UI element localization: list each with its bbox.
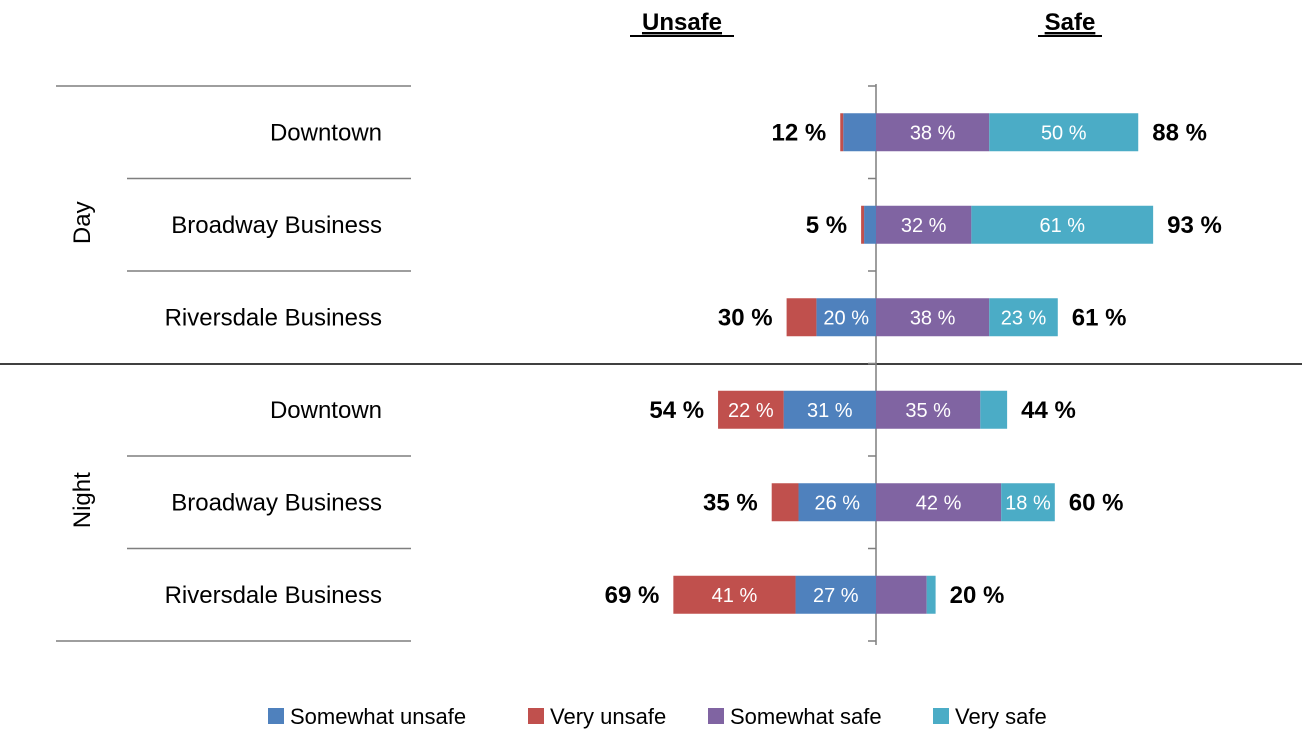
legend-item: Somewhat safe: [708, 704, 882, 729]
bar-row: Broadway Business 32 % 61 % 5 % 93 %: [171, 205, 1222, 244]
segment-label: 41 %: [712, 585, 758, 607]
legend: Somewhat unsafe Very unsafe Somewhat safe V…: [268, 704, 1047, 729]
bar-segment-somewhat-safe: [876, 205, 972, 244]
bar-segment-very-safe: [989, 113, 1139, 152]
bar-segment-very-unsafe: [718, 390, 784, 429]
legend-item: Somewhat unsafe: [268, 704, 466, 729]
legend-swatch: [708, 708, 724, 724]
segment-label: 38 %: [910, 307, 956, 329]
row-label: Riversdale Business: [165, 304, 382, 331]
bar-row: Riversdale Business 27 % 41 % 69 % 20 %: [165, 575, 1005, 614]
column-headers: Unsafe Safe: [642, 9, 1095, 36]
bar-segment-very-safe: [989, 298, 1058, 337]
category-structure: Day Night: [0, 35, 1302, 645]
bar-series: Downtown 38 % 50 % 12 % 88 % Broadway Busines…: [165, 113, 1222, 614]
bar-row: Downtown 38 % 50 % 12 % 88 %: [270, 113, 1207, 152]
bar-row: Downtown 31 % 22 % 35 % 54 % 44 %: [270, 390, 1076, 429]
legend-item: Very safe: [933, 704, 1047, 729]
segment-label: 27 %: [813, 585, 859, 607]
safe-total-label: 20 %: [950, 582, 1005, 609]
row-label: Broadway Business: [171, 489, 382, 516]
segment-label: 20 %: [823, 307, 869, 329]
bar-segment-very-unsafe: [861, 205, 865, 244]
bar-segment-very-unsafe: [771, 483, 799, 522]
segment-label: 50 %: [1041, 122, 1087, 144]
segment-label: 38 %: [910, 122, 956, 144]
bar-segment-somewhat-safe: [876, 113, 990, 152]
segment-label: 42 %: [916, 492, 962, 514]
safe-total-label: 93 %: [1167, 212, 1222, 239]
bar-segment-somewhat-unsafe: [816, 298, 876, 337]
unsafe-total-label: 35 %: [703, 489, 758, 516]
legend-label: Somewhat safe: [730, 704, 882, 729]
safe-total-label: 44 %: [1021, 397, 1076, 424]
unsafe-total-label: 5 %: [806, 212, 847, 239]
bar-segment-very-unsafe: [673, 575, 796, 614]
safe-total-label: 88 %: [1152, 119, 1207, 146]
legend-swatch: [528, 708, 544, 724]
bar-segment-somewhat-unsafe: [864, 205, 876, 244]
row-label: Riversdale Business: [165, 582, 382, 609]
unsafe-total-label: 30 %: [718, 304, 773, 331]
segment-label: 32 %: [901, 215, 947, 237]
row-label: Broadway Business: [171, 212, 382, 239]
safe-total-label: 61 %: [1072, 304, 1127, 331]
segment-label: 35 %: [905, 400, 951, 422]
legend-label: Very safe: [955, 704, 1047, 729]
bar-segment-somewhat-unsafe: [798, 483, 876, 522]
bar-segment-somewhat-safe: [876, 390, 981, 429]
segment-label: 23 %: [1001, 307, 1047, 329]
bar-segment-somewhat-safe: [876, 483, 1002, 522]
unsafe-total-label: 12 %: [772, 119, 827, 146]
group-label: Night: [69, 472, 96, 528]
row-label: Downtown: [270, 397, 382, 424]
group-label: Day: [69, 201, 96, 244]
header-safe: Safe: [1045, 9, 1096, 36]
row-label: Downtown: [270, 119, 382, 146]
segment-label: 22 %: [728, 400, 774, 422]
segment-label: 26 %: [814, 492, 860, 514]
bar-segment-very-safe: [980, 390, 1008, 429]
header-unsafe: Unsafe: [642, 9, 722, 36]
bar-segment-very-safe: [926, 575, 936, 614]
bar-segment-very-unsafe: [786, 298, 817, 337]
bar-row: Broadway Business 26 % 42 % 18 % 35 % 60 %: [171, 483, 1124, 522]
bar-segment-somewhat-unsafe: [783, 390, 876, 429]
bar-segment-somewhat-safe: [876, 575, 927, 614]
legend-swatch: [933, 708, 949, 724]
unsafe-total-label: 69 %: [605, 582, 660, 609]
segment-label: 18 %: [1005, 492, 1051, 514]
bar-segment-very-safe: [971, 205, 1154, 244]
bar-segment-somewhat-unsafe: [795, 575, 876, 614]
bar-row: Riversdale Business 20 % 38 % 23 % 30 % 61 %: [165, 298, 1127, 337]
bar-segment-somewhat-unsafe: [843, 113, 876, 152]
legend-label: Very unsafe: [550, 704, 666, 729]
bar-segment-very-safe: [1001, 483, 1055, 522]
bar-segment-very-unsafe: [840, 113, 844, 152]
legend-swatch: [268, 708, 284, 724]
segment-label: 61 %: [1039, 215, 1085, 237]
segment-label: 31 %: [807, 400, 853, 422]
legend-label: Somewhat unsafe: [290, 704, 466, 729]
safe-total-label: 60 %: [1069, 489, 1124, 516]
legend-item: Very unsafe: [528, 704, 666, 729]
unsafe-total-label: 54 %: [649, 397, 704, 424]
bar-segment-somewhat-safe: [876, 298, 990, 337]
